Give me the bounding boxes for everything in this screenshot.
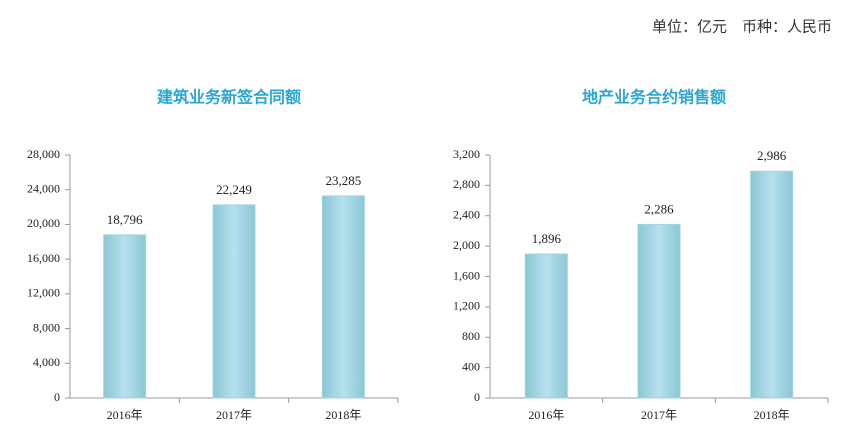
y-tick-label: 1,200: [453, 299, 480, 313]
y-tick-label: 1,600: [453, 268, 480, 282]
bar: [103, 234, 147, 399]
data-label: 2,286: [644, 201, 674, 216]
x-tick-label: 2017年: [641, 408, 677, 422]
y-tick-label: 16,000: [27, 251, 60, 265]
chart-title: 建筑业务新签合同额: [157, 88, 301, 107]
y-tick-label: 0: [54, 390, 60, 404]
bar: [750, 170, 794, 399]
bar: [212, 204, 256, 399]
y-tick-label: 2,000: [453, 238, 480, 252]
y-tick-label: 12,000: [27, 286, 60, 300]
x-tick-label: 2017年: [216, 408, 252, 422]
x-tick-label: 2016年: [528, 408, 564, 422]
unit-note: 单位：亿元 币种：人民币: [652, 18, 832, 36]
y-tick-label: 2,400: [453, 208, 480, 222]
y-tick-label: 800: [462, 329, 480, 343]
data-label: 18,796: [107, 212, 143, 227]
chart-title: 地产业务合约销售额: [582, 88, 726, 107]
y-tick-label: 0: [474, 390, 480, 404]
y-tick-label: 8,000: [33, 320, 60, 334]
x-tick-label: 2016年: [107, 408, 143, 422]
x-tick-label: 2018年: [325, 408, 361, 422]
y-tick-label: 24,000: [27, 181, 60, 195]
y-tick-label: 400: [462, 359, 480, 373]
y-tick-label: 4,000: [33, 355, 60, 369]
bar: [321, 195, 365, 399]
bar: [637, 223, 681, 399]
bar: [524, 253, 568, 399]
data-label: 1,896: [532, 231, 562, 246]
data-label: 2,986: [757, 148, 787, 163]
y-tick-label: 2,800: [453, 177, 480, 191]
x-tick-label: 2018年: [754, 408, 790, 422]
y-tick-label: 3,200: [453, 147, 480, 161]
data-label: 22,249: [216, 182, 252, 197]
y-tick-label: 28,000: [27, 147, 60, 161]
data-label: 23,285: [325, 173, 361, 188]
y-tick-label: 20,000: [27, 216, 60, 230]
